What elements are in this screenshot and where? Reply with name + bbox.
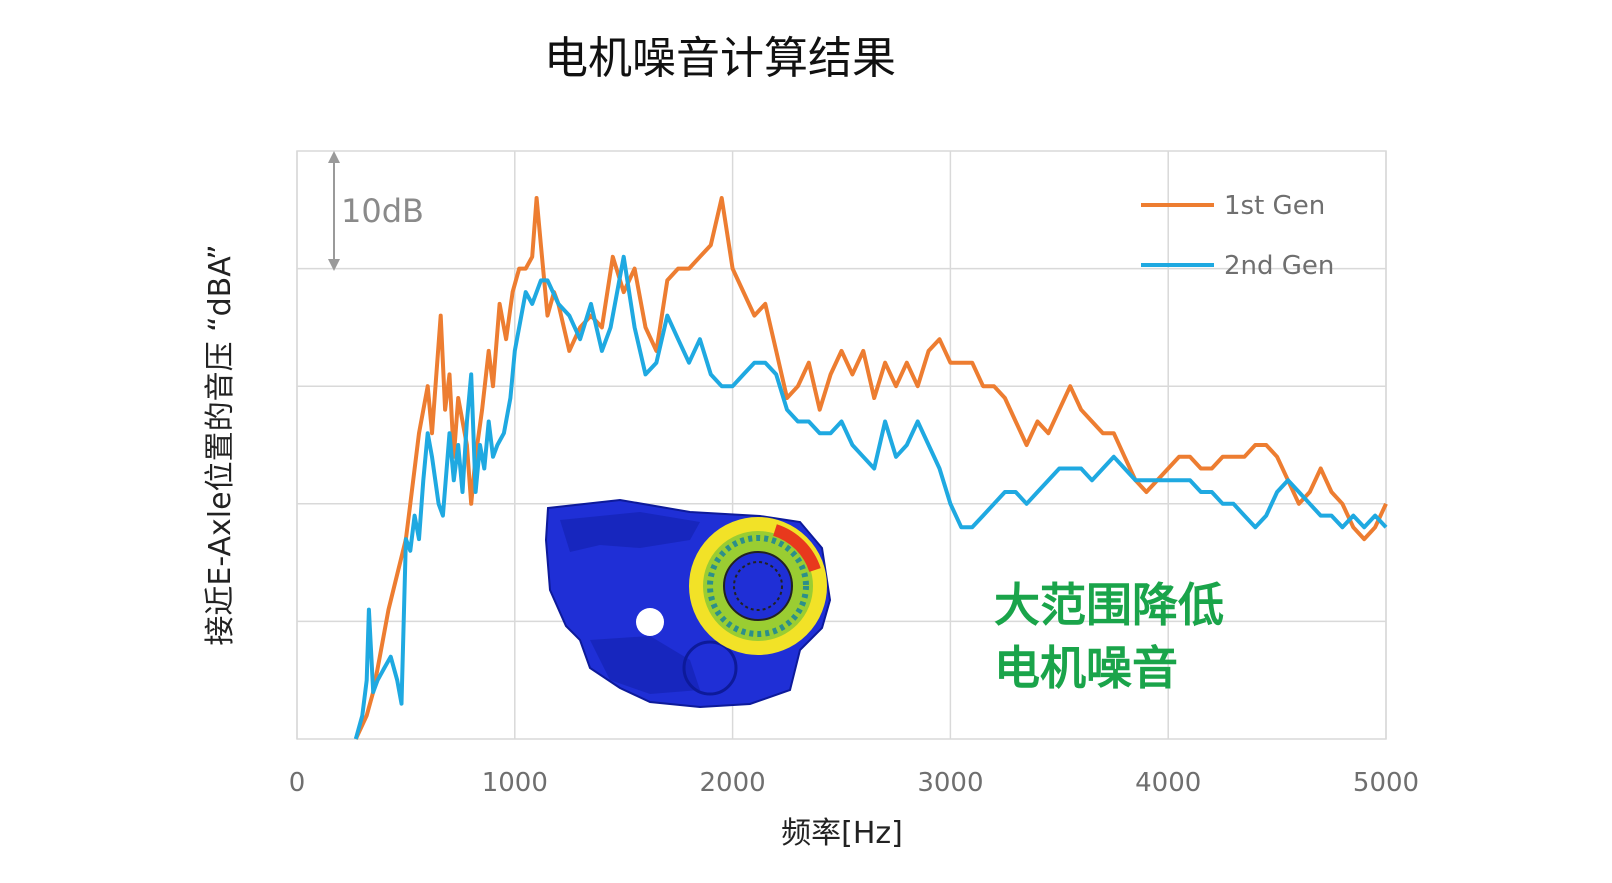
legend-label-2nd-gen: 2nd Gen xyxy=(1224,251,1334,281)
vertical-gridlines xyxy=(296,151,1387,739)
legend-label-1st-gen: 1st Gen xyxy=(1224,191,1325,221)
y-axis-label: 接近E-Axle位置的音压 “dBA” xyxy=(203,244,238,645)
series-layer xyxy=(353,196,1388,740)
callout-line-2: 电机噪音 xyxy=(994,641,1178,695)
scale-bracket: 10dB xyxy=(328,151,424,271)
series-line-2nd-gen xyxy=(353,254,1388,740)
chart-title: 电机噪音计算结果 xyxy=(544,33,896,84)
x-tick-label: 3000 xyxy=(917,768,983,798)
x-axis-label: 频率[Hz] xyxy=(781,816,903,851)
x-tick-label: 2000 xyxy=(700,768,766,798)
callout-line-1: 大范围降低 xyxy=(994,578,1224,632)
x-tick-label: 0 xyxy=(289,768,306,798)
x-tick-label: 4000 xyxy=(1135,768,1201,798)
horizontal-gridlines xyxy=(297,267,1386,623)
scale-label: 10dB xyxy=(341,192,424,230)
plot-frame xyxy=(296,150,1387,740)
x-tick-labels: 0 1000 2000 3000 4000 5000 xyxy=(289,768,1419,798)
motor-fea-image xyxy=(544,498,832,709)
arrow-up-icon xyxy=(328,151,340,163)
x-tick-label: 5000 xyxy=(1353,768,1419,798)
x-tick-label: 1000 xyxy=(482,768,548,798)
arrow-down-icon xyxy=(328,259,340,271)
legend: 1st Gen 2nd Gen xyxy=(1141,191,1334,281)
